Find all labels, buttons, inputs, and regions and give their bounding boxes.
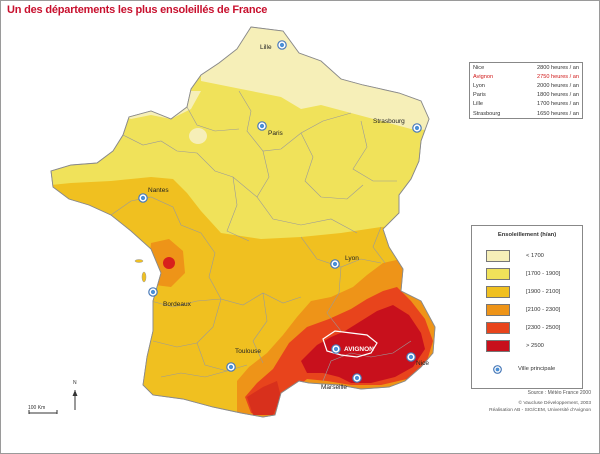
- department-borders: [110, 90, 412, 382]
- legend-item: [2300 - 2500]: [486, 322, 560, 334]
- city-bordeaux: Bordeaux: [148, 287, 192, 308]
- france-outline: [50, 26, 436, 418]
- legend-label: > 2500: [526, 343, 544, 349]
- city-paris: Paris: [257, 121, 284, 137]
- legend-item: [2100 - 2300]: [486, 304, 560, 316]
- north-label: N: [73, 380, 77, 386]
- legend-item: > 2500: [486, 340, 544, 352]
- sunshine-row-lille: Lille 1700 heures / an: [473, 101, 579, 108]
- scale-label: 100 Km: [28, 405, 46, 411]
- city-lille: Lille: [260, 40, 287, 51]
- city-marker-icon: [493, 365, 502, 374]
- city-lyon: Lyon: [330, 255, 359, 269]
- city-toulouse: Toulouse: [226, 348, 261, 372]
- sunshine-row-nice: Nice 2800 heures / an: [473, 64, 579, 71]
- legend-item: [1700 - 1900]: [486, 268, 560, 280]
- zone-above-2500-spot: [163, 257, 175, 269]
- legend-label: [1700 - 1900]: [526, 271, 561, 277]
- legend-label: [2300 - 2500]: [526, 325, 561, 331]
- legend-label: < 1700: [526, 253, 544, 259]
- ile-de-re: [134, 259, 144, 263]
- legend-item: [1900 - 2100]: [486, 286, 560, 298]
- north-arrow-icon: [72, 390, 78, 410]
- sunshine-row-avignon: Avignon 2750 heures / an: [473, 73, 579, 80]
- legend: Ensoleillement (h/an) < 1700 [1700 - 190…: [471, 225, 583, 389]
- city-label: Strasbourg: [373, 118, 405, 125]
- city-nice: Nice: [406, 352, 429, 367]
- legend-swatch: [486, 286, 510, 298]
- legend-marker-label: Ville principale: [518, 366, 556, 372]
- sunshine-table: Nice 2800 heures / an Avignon 2750 heures …: [469, 62, 583, 120]
- city-label: Toulouse: [235, 348, 261, 355]
- sunshine-row-paris: Paris 1800 heures / an: [473, 92, 579, 99]
- zone-below-1700-spot: [189, 128, 207, 144]
- ile-d-oleron: [141, 271, 147, 283]
- zone-above-2500: [301, 305, 425, 383]
- city-label: Lyon: [345, 255, 359, 262]
- city-label: AVIGNON: [344, 346, 374, 353]
- city-nantes: Nantes: [138, 187, 169, 203]
- legend-swatch: [486, 268, 510, 280]
- legend-item: < 1700: [486, 250, 544, 262]
- legend-swatch: [486, 322, 510, 334]
- city-label: Bordeaux: [163, 301, 192, 308]
- city-label: Nice: [416, 360, 429, 367]
- scale-bar: [28, 410, 58, 414]
- city-label: Marseille: [321, 384, 347, 391]
- legend-label: [2100 - 2300]: [526, 307, 561, 313]
- legend-swatch: [486, 340, 510, 352]
- city-strasbourg: Strasbourg: [373, 118, 422, 133]
- sunshine-row-lyon: Lyon 2000 heures / an: [473, 82, 579, 89]
- source-note: Source : Météo France 2000: [527, 390, 591, 396]
- credit-note: © Vaucluse Développement, 2003 Réalisati…: [489, 401, 591, 413]
- map-title: Un des départements les plus ensoleillés…: [7, 4, 268, 16]
- city-marseille: Marseille: [321, 373, 362, 391]
- city-avignon: AVIGNON: [331, 344, 374, 354]
- city-markers: Lille Paris Strasbourg Nantes Bordeaux L…: [138, 40, 429, 391]
- city-label: Lille: [260, 44, 272, 51]
- legend-swatch: [486, 304, 510, 316]
- zone-2300-2500-roussillon: [247, 381, 281, 415]
- city-label: Nantes: [148, 187, 169, 194]
- legend-title: Ensoleillement (h/an): [497, 232, 557, 238]
- city-label: Paris: [268, 130, 284, 137]
- legend-label: [1900 - 2100]: [526, 289, 561, 295]
- legend-swatch: [486, 250, 510, 262]
- sunshine-row-strasbourg: Strasbourg 1650 heures / an: [473, 110, 579, 117]
